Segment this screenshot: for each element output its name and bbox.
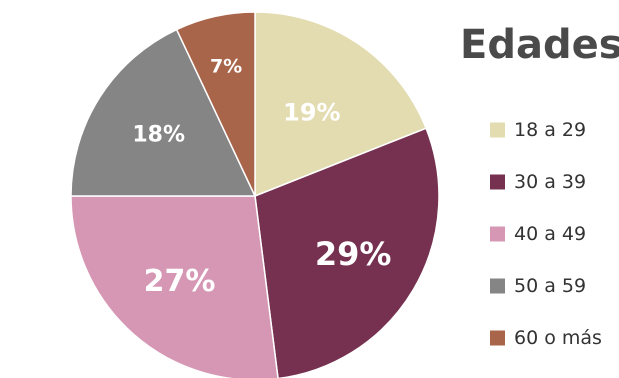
- pie-slice-1: [254, 11, 428, 198]
- legend-label-5: 60 o más: [514, 327, 602, 349]
- pie-slices: [70, 11, 440, 378]
- pie-data-label-2: 29%: [315, 235, 392, 273]
- legend-swatch-1: [490, 122, 505, 138]
- chart-title: Edades: [460, 22, 619, 68]
- pie-data-label-1: 19%: [283, 98, 340, 126]
- pie-data-label-4: 18%: [132, 122, 185, 147]
- legend-label-3: 40 a 49: [514, 223, 586, 245]
- legend-label-1: 18 a 29: [514, 119, 586, 141]
- pie-slice-3: [70, 195, 279, 378]
- legend-swatch-3: [490, 226, 505, 242]
- legend-swatch-2: [490, 174, 505, 190]
- legend-swatch-5: [490, 330, 505, 346]
- pie-slice-5: [175, 11, 256, 197]
- pie-data-labels: 19% 29% 27% 18% 7%: [132, 56, 391, 299]
- pie-slice-4: [70, 28, 257, 197]
- legend-swatch-4: [490, 278, 505, 294]
- pie-slice-2: [254, 127, 440, 378]
- pie-data-label-3: 27%: [144, 264, 216, 299]
- legend-label-4: 50 a 59: [514, 275, 586, 297]
- pie-data-label-5: 7%: [210, 56, 242, 78]
- legend: 18 a 29 30 a 39 40 a 49 50 a 59 60 o más: [490, 119, 602, 349]
- legend-label-2: 30 a 39: [514, 171, 586, 193]
